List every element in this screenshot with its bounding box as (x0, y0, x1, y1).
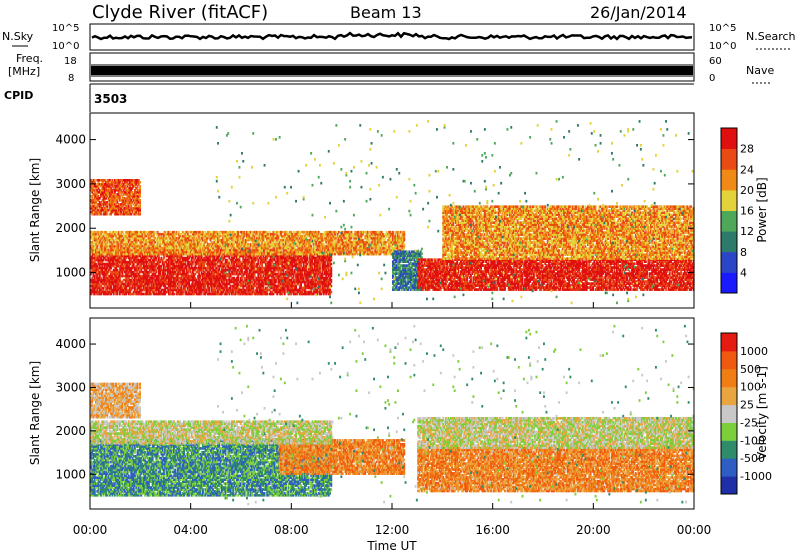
date-label: 26/Jan/2014 (590, 3, 687, 22)
range-gate-cell (330, 263, 332, 266)
station-title: Clyde River (fitACF) (92, 2, 268, 23)
nave-label: Nave (746, 64, 774, 77)
cpid-value: 3503 (94, 92, 127, 106)
rti-figure: Clyde River (fitACF) Beam 13 26/Jan/2014… (0, 0, 800, 554)
nave-spikes (92, 64, 692, 77)
power-data-cells (90, 120, 695, 304)
noise-sky-label: N.Sky (2, 30, 34, 43)
freq-tick-top: 18 (64, 56, 77, 67)
cpid-label: CPID (4, 89, 33, 102)
noise-right-tick-bottom: 10^0 (709, 41, 736, 52)
nave-tick-bottom: 0 (709, 73, 715, 84)
noise-right-tick-top: 10^5 (709, 23, 736, 34)
noise-search-label: N.Search (746, 30, 796, 43)
freq-unit: [MHz] (8, 65, 40, 78)
nave-tick-top: 60 (709, 56, 722, 67)
beam-label: Beam 13 (350, 3, 422, 22)
noise-tick-bottom: 10^0 (52, 41, 79, 52)
range-gate-cell (330, 267, 332, 270)
noise-tick-top: 10^5 (52, 23, 79, 34)
freq-label: Freq. (16, 52, 43, 65)
range-gate-cell (330, 291, 332, 294)
noise-panel: N.Sky 10^5 10^0 10^5 10^0 N.Search (2, 23, 796, 52)
range-gate-cell (330, 279, 332, 282)
range-gate-cell (173, 293, 175, 296)
noise-sky-line (92, 33, 692, 39)
freq-tick-bottom: 8 (68, 73, 74, 84)
cpid-row: CPID 3503 (4, 84, 694, 112)
freq-panel: Freq. [MHz] 18 8 60 0 Nave (8, 52, 774, 84)
